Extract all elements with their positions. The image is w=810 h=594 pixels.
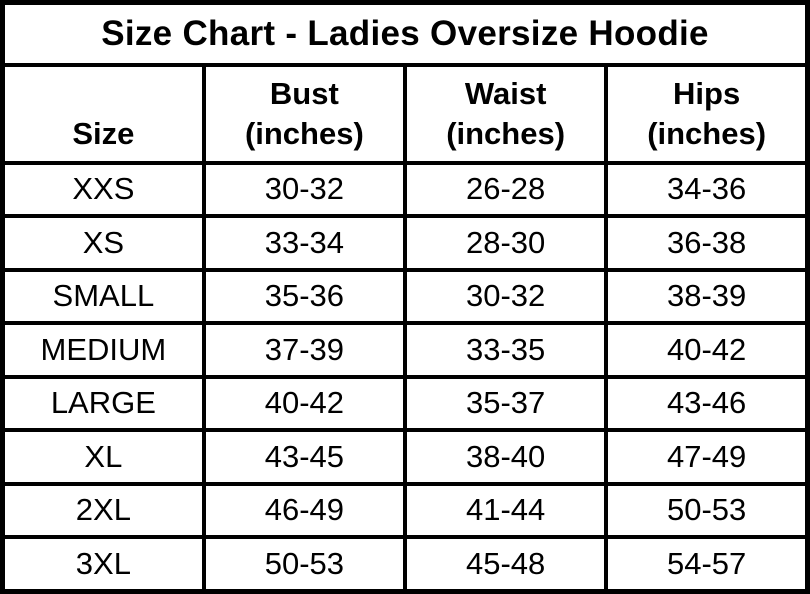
- table-row: 3XL 50-53 45-48 54-57: [0, 535, 810, 594]
- size-cell: MEDIUM: [0, 321, 206, 379]
- column-header-bust-sub: (inches): [244, 115, 364, 151]
- waist-cell: 45-48: [402, 535, 609, 594]
- column-header-bust-label: Bust: [269, 75, 339, 111]
- table-row: XS 33-34 28-30 36-38: [0, 214, 810, 272]
- waist-cell: 30-32: [402, 267, 609, 326]
- bust-cell: 50-53: [201, 535, 408, 594]
- title-row: Size Chart - Ladies Oversize Hoodie: [0, 0, 810, 67]
- table-row: SMALL 35-36 30-32 38-39: [0, 267, 810, 326]
- column-header-size-label: Size: [72, 115, 135, 151]
- size-cell: XS: [0, 214, 206, 272]
- hips-cell: 34-36: [604, 160, 810, 219]
- hips-cell: 43-46: [604, 374, 810, 433]
- bust-cell: 37-39: [201, 321, 408, 379]
- table-row: LARGE 40-42 35-37 43-46: [0, 374, 810, 433]
- waist-cell: 41-44: [402, 481, 609, 540]
- waist-cell: 33-35: [402, 321, 609, 379]
- hips-cell: 38-39: [604, 267, 810, 326]
- column-header-bust: Bust (inches): [201, 62, 408, 165]
- column-header-hips-label: Hips: [673, 75, 741, 111]
- bust-cell: 35-36: [201, 267, 408, 326]
- bust-cell: 46-49: [201, 481, 408, 540]
- hips-cell: 36-38: [604, 214, 810, 272]
- column-header-hips-sub: (inches): [647, 115, 767, 151]
- bust-cell: 43-45: [201, 428, 408, 486]
- column-header-waist-sub: (inches): [446, 115, 566, 151]
- waist-cell: 28-30: [402, 214, 609, 272]
- header-row: Size Bust (inches) Waist (inches) Hips (…: [0, 62, 810, 165]
- column-header-waist-label: Waist: [464, 75, 547, 111]
- hips-cell: 40-42: [604, 321, 810, 379]
- chart-title: Size Chart - Ladies Oversize Hoodie: [0, 0, 810, 67]
- hips-cell: 54-57: [604, 535, 810, 594]
- hips-cell: 47-49: [604, 428, 810, 486]
- column-header-size: Size: [0, 62, 206, 165]
- table-row: XL 43-45 38-40 47-49: [0, 428, 810, 486]
- column-header-hips: Hips (inches): [604, 62, 810, 165]
- table-row: 2XL 46-49 41-44 50-53: [0, 481, 810, 540]
- size-cell: LARGE: [0, 374, 206, 433]
- size-cell: SMALL: [0, 267, 206, 326]
- table-row: XXS 30-32 26-28 34-36: [0, 160, 810, 219]
- column-header-waist: Waist (inches): [402, 62, 609, 165]
- waist-cell: 26-28: [402, 160, 609, 219]
- bust-cell: 30-32: [201, 160, 408, 219]
- table-row: MEDIUM 37-39 33-35 40-42: [0, 321, 810, 379]
- waist-cell: 35-37: [402, 374, 609, 433]
- bust-cell: 40-42: [201, 374, 408, 433]
- size-cell: XXS: [0, 160, 206, 219]
- bust-cell: 33-34: [201, 214, 408, 272]
- size-cell: 3XL: [0, 535, 206, 594]
- waist-cell: 38-40: [402, 428, 609, 486]
- size-cell: 2XL: [0, 481, 206, 540]
- hips-cell: 50-53: [604, 481, 810, 540]
- size-cell: XL: [0, 428, 206, 486]
